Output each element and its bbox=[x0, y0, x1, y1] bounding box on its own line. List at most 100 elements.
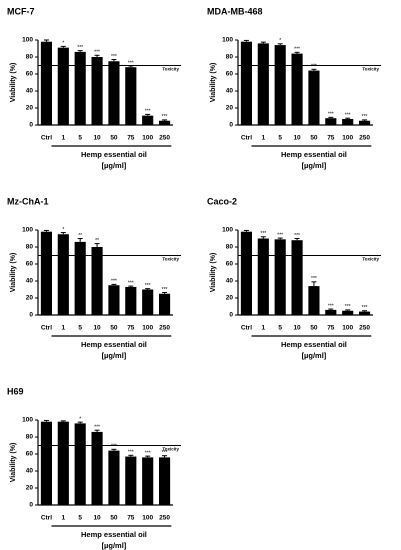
x-tick-label: 1 bbox=[62, 135, 66, 142]
significance-label: *** bbox=[111, 54, 117, 60]
significance-label: *** bbox=[328, 303, 334, 309]
x-tick-label: 75 bbox=[327, 325, 335, 332]
x-tick-label: Ctrl bbox=[241, 325, 252, 332]
x-tick-label: 250 bbox=[359, 325, 370, 332]
bar bbox=[74, 51, 86, 125]
significance-label: *** bbox=[362, 114, 368, 120]
significance-label: ** bbox=[95, 238, 99, 244]
bar bbox=[325, 118, 337, 125]
bar bbox=[125, 456, 137, 505]
bar bbox=[74, 241, 86, 315]
y-tick-label: 40 bbox=[226, 278, 234, 285]
bar bbox=[257, 43, 269, 125]
bar bbox=[158, 457, 171, 505]
y-tick-label: 20 bbox=[226, 295, 234, 302]
x-tick-label: Ctrl bbox=[41, 135, 52, 142]
bar bbox=[274, 239, 286, 315]
bar bbox=[91, 247, 103, 315]
toxicity-label: Toxicity bbox=[162, 257, 179, 262]
x-tick-label: 10 bbox=[293, 325, 301, 332]
x-tick-label: 50 bbox=[310, 135, 318, 142]
y-tick-label: 60 bbox=[26, 451, 34, 458]
x-tick-label: 50 bbox=[110, 135, 118, 142]
bar bbox=[325, 309, 337, 315]
x-tick-label: 10 bbox=[93, 325, 101, 332]
bar bbox=[91, 431, 103, 505]
y-tick-label: 0 bbox=[29, 312, 33, 319]
y-tick-label: 80 bbox=[26, 244, 34, 251]
y-axis-label: Viability (%) bbox=[210, 253, 217, 293]
bar bbox=[108, 450, 120, 505]
x-axis-label: [µg/ml] bbox=[102, 351, 127, 360]
y-tick-label: 40 bbox=[26, 468, 34, 475]
x-tick-label: 100 bbox=[342, 135, 353, 142]
significance-label: *** bbox=[145, 283, 151, 289]
x-tick-label: 250 bbox=[359, 135, 370, 142]
bar bbox=[57, 234, 69, 315]
y-tick-label: 100 bbox=[222, 37, 233, 44]
significance-label: *** bbox=[260, 231, 266, 237]
bar bbox=[142, 289, 154, 315]
bar bbox=[40, 41, 53, 126]
significance-label: *** bbox=[162, 287, 168, 293]
x-tick-label: 50 bbox=[110, 325, 118, 332]
chart-title: MDA-MB-468 bbox=[207, 6, 263, 16]
bar bbox=[342, 310, 354, 315]
x-tick-label: 10 bbox=[293, 135, 301, 142]
significance-label: *** bbox=[294, 47, 300, 53]
significance-label: *** bbox=[128, 450, 134, 456]
significance-label: *** bbox=[94, 50, 100, 56]
bar bbox=[308, 70, 320, 125]
y-tick-label: 60 bbox=[226, 71, 234, 78]
y-tick-label: 100 bbox=[22, 227, 33, 234]
significance-label: *** bbox=[162, 114, 168, 120]
bar bbox=[240, 231, 253, 315]
y-tick-label: 0 bbox=[29, 122, 33, 129]
y-tick-label: 40 bbox=[26, 278, 34, 285]
significance-label: ** bbox=[78, 233, 82, 239]
bar bbox=[358, 311, 371, 315]
significance-label: *** bbox=[128, 60, 134, 66]
significance-label: *** bbox=[94, 425, 100, 431]
significance-label: *** bbox=[111, 444, 117, 450]
bar bbox=[158, 293, 171, 315]
y-axis-label: Viability (%) bbox=[10, 63, 17, 103]
y-tick-label: 20 bbox=[26, 295, 34, 302]
y-tick-label: 80 bbox=[226, 54, 234, 61]
significance-label: *** bbox=[77, 45, 83, 51]
x-tick-label: 5 bbox=[78, 325, 82, 332]
chart-title: Caco-2 bbox=[207, 196, 237, 206]
x-tick-label: 75 bbox=[127, 325, 135, 332]
y-tick-label: 0 bbox=[229, 312, 233, 319]
bar bbox=[158, 120, 171, 125]
x-tick-label: 75 bbox=[127, 515, 135, 522]
bar bbox=[358, 120, 371, 125]
x-tick-label: 1 bbox=[62, 325, 66, 332]
significance-label: *** bbox=[362, 305, 368, 311]
chart-title: Mz-ChA-1 bbox=[7, 196, 49, 206]
y-tick-label: 80 bbox=[26, 434, 34, 441]
y-tick-label: 0 bbox=[29, 502, 33, 509]
x-tick-label: 250 bbox=[159, 325, 170, 332]
significance-label: *** bbox=[311, 64, 317, 70]
significance-label: * bbox=[279, 38, 281, 44]
x-tick-label: 1 bbox=[62, 515, 66, 522]
y-tick-label: 100 bbox=[22, 417, 33, 424]
significance-label: * bbox=[62, 227, 64, 233]
y-tick-label: 60 bbox=[26, 261, 34, 268]
x-axis-label: Hemp essential oil bbox=[281, 340, 347, 349]
x-axis-label: [µg/ml] bbox=[302, 161, 327, 170]
bar bbox=[342, 119, 354, 125]
bar bbox=[125, 67, 137, 125]
bar bbox=[57, 47, 69, 125]
significance-label: *** bbox=[311, 276, 317, 282]
x-tick-label: 5 bbox=[78, 515, 82, 522]
y-tick-label: 60 bbox=[226, 261, 234, 268]
significance-label: *** bbox=[345, 304, 351, 310]
y-axis-label: Viability (%) bbox=[210, 63, 217, 103]
significance-label: *** bbox=[145, 109, 151, 115]
significance-label: *** bbox=[111, 279, 117, 285]
toxicity-label: Toxicity bbox=[362, 257, 379, 262]
x-tick-label: 50 bbox=[310, 325, 318, 332]
significance-label: *** bbox=[145, 450, 151, 456]
